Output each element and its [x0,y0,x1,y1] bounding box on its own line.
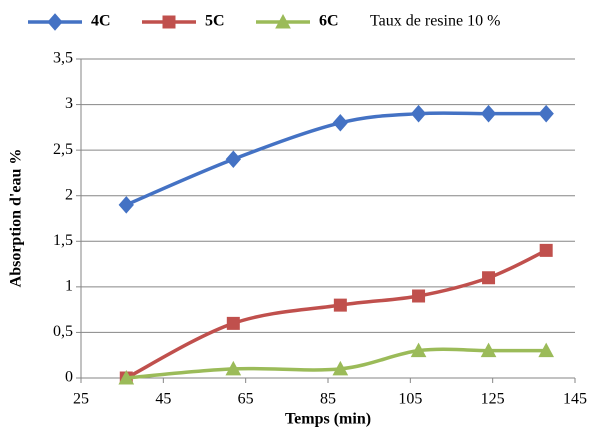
y-tick-label: 3,5 [53,50,73,67]
data-point [482,271,496,285]
data-point [118,196,134,214]
y-axis-label: Absorption d'eau % [8,149,25,288]
x-tick-label: 25 [73,391,89,408]
data-point [539,243,553,257]
data-point [333,298,347,312]
x-tick-label: 145 [563,391,587,408]
legend-label: 5C [205,13,225,30]
x-tick-label: 105 [398,391,422,408]
y-tick-label: 0 [65,369,73,386]
y-tick-label: 0,5 [53,323,73,340]
legend-marker [162,15,176,29]
legend-label: 6C [319,13,339,30]
data-point [538,104,554,123]
x-tick-label: 85 [320,391,336,408]
legend-marker [275,13,291,29]
data-point [412,289,426,303]
y-tick-label: 2 [65,186,73,203]
y-tick-label: 2,5 [53,141,73,158]
data-point [225,360,242,376]
data-point [538,342,555,358]
y-tick-label: 1,5 [53,232,73,249]
data-point [118,369,135,385]
y-tick-label: 1 [65,278,73,295]
data-point [332,360,349,376]
legend-label: 4C [91,13,111,30]
data-point [332,114,349,132]
data-point [225,150,241,169]
series-line [125,248,547,380]
annotation: Taux de resine 10 % [370,13,500,30]
data-point [480,104,497,123]
x-tick-label: 45 [155,391,171,408]
data-point [226,316,240,330]
data-point [410,104,427,123]
legend-marker [47,13,63,31]
data-point [410,342,427,358]
x-axis-label: Temps (min) [285,411,371,428]
x-tick-label: 125 [481,391,505,408]
data-point [480,342,497,358]
x-tick-label: 65 [238,391,254,408]
y-tick-label: 3 [65,95,73,112]
